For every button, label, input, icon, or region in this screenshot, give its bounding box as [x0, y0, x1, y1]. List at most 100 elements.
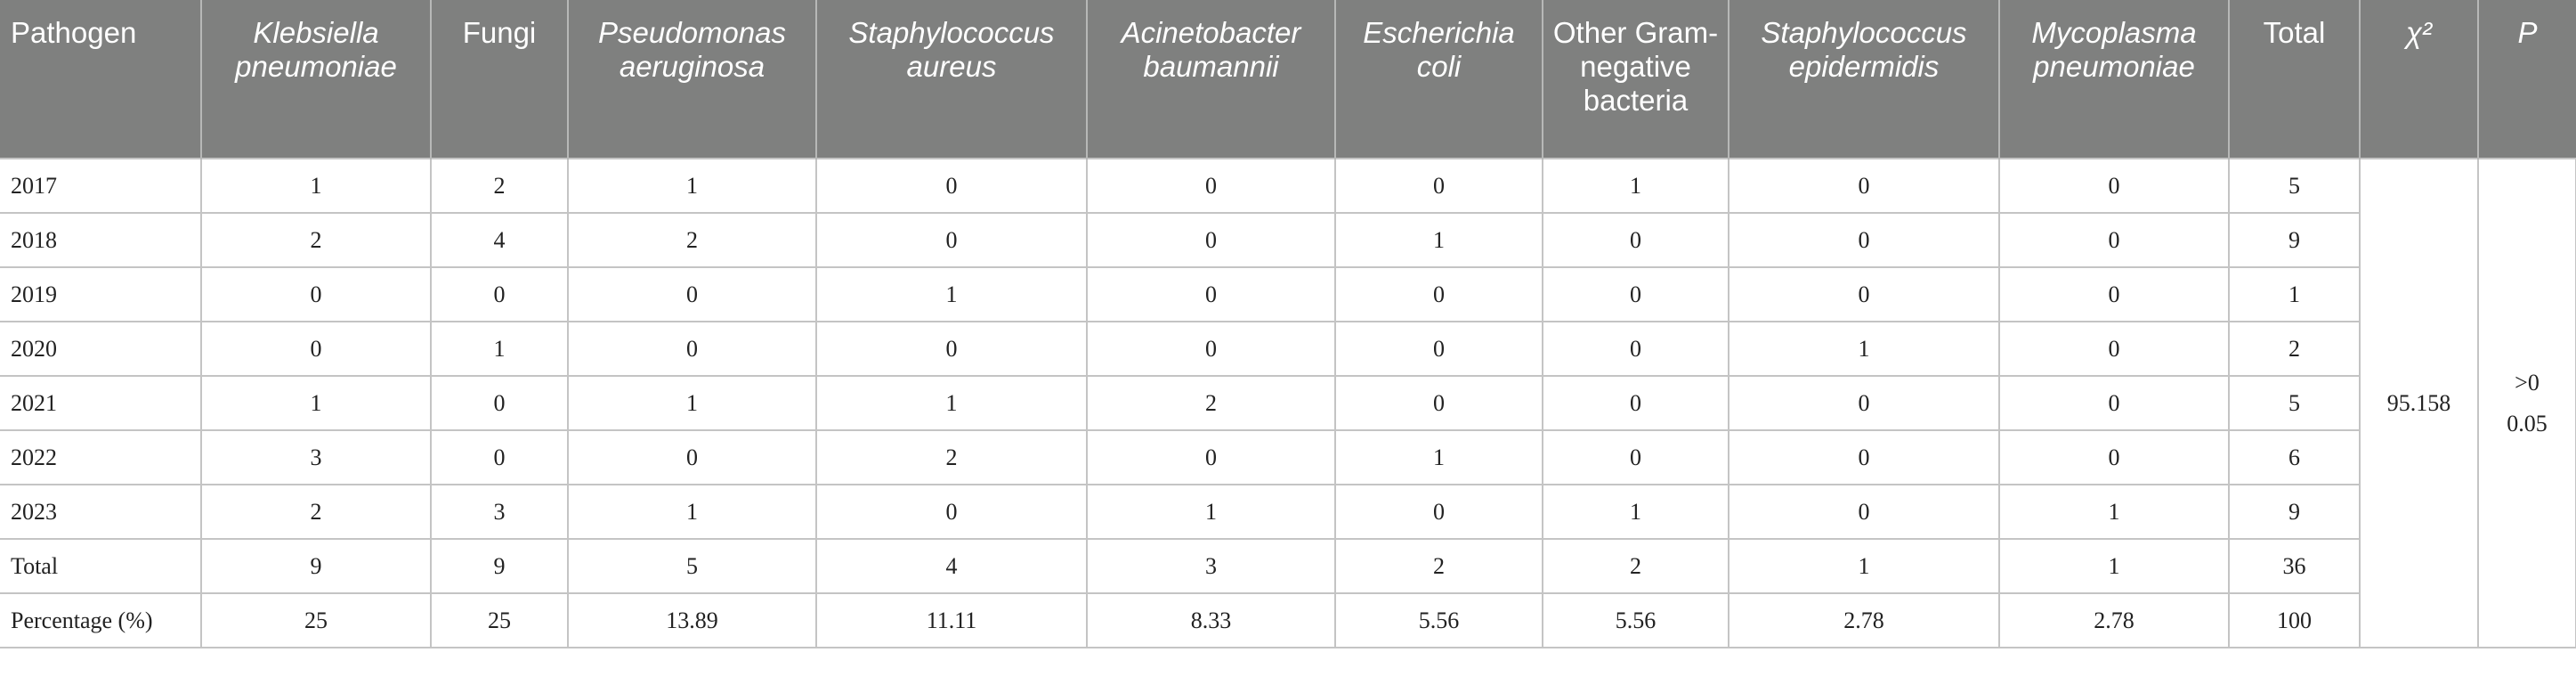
- cell-total: 36: [2229, 539, 2361, 594]
- cell-staph-aureus: 1: [816, 267, 1088, 322]
- cell-other-gram-negative: 0: [1543, 267, 1729, 322]
- header-total: Total: [2229, 0, 2361, 159]
- cell-acinetobacter: 0: [1087, 322, 1336, 377]
- cell-klebsiella: 0: [201, 267, 432, 322]
- cell-fungi: 0: [431, 267, 569, 322]
- table-row: 2023 2 3 1 0 1 0 1 0 1 9: [0, 485, 2576, 540]
- header-acinetobacter: Acinetobacter baumannii: [1087, 0, 1336, 159]
- row-label: 2018: [0, 213, 202, 268]
- cell-acinetobacter: 1: [1087, 485, 1336, 540]
- header-chi2: χ²: [2360, 0, 2479, 159]
- cell-staph-epidermidis: 1: [1729, 539, 2000, 594]
- cell-total: 1: [2229, 267, 2361, 322]
- cell-staph-epidermidis: 0: [1729, 213, 2000, 268]
- cell-pseudomonas: 1: [568, 158, 817, 214]
- cell-staph-epidermidis: 0: [1729, 376, 2000, 431]
- cell-mycoplasma: 0: [1999, 322, 2230, 377]
- table-row: 2020 0 1 0 0 0 0 0 1 0 2: [0, 322, 2576, 377]
- cell-staph-aureus: 0: [816, 213, 1088, 268]
- cell-klebsiella: 2: [201, 213, 432, 268]
- cell-acinetobacter: 0: [1087, 158, 1336, 214]
- cell-staph-aureus: 0: [816, 322, 1088, 377]
- cell-pseudomonas: 2: [568, 213, 817, 268]
- cell-mycoplasma: 0: [1999, 376, 2230, 431]
- cell-staph-epidermidis: 1: [1729, 322, 2000, 377]
- cell-other-gram-negative: 2: [1543, 539, 1729, 594]
- header-ecoli: Escherichia coli: [1335, 0, 1543, 159]
- cell-fungi: 0: [431, 376, 569, 431]
- cell-staph-aureus: 0: [816, 158, 1088, 214]
- table-row: Total 9 9 5 4 3 2 2 1 1 36: [0, 539, 2576, 594]
- header-other-gram-negative: Other Gram-negative bacteria: [1543, 0, 1729, 159]
- row-label: Total: [0, 539, 202, 594]
- cell-total: 9: [2229, 485, 2361, 540]
- table-row: 2021 1 0 1 1 2 0 0 0 0 5: [0, 376, 2576, 431]
- cell-staph-epidermidis: 0: [1729, 267, 2000, 322]
- cell-acinetobacter: 0: [1087, 213, 1336, 268]
- header-pseudomonas: Pseudomonas aeruginosa: [568, 0, 817, 159]
- cell-staph-aureus: 11.11: [816, 593, 1088, 648]
- row-label: Percentage (%): [0, 593, 202, 648]
- header-klebsiella: Klebsiella pneumoniae: [201, 0, 432, 159]
- header-staph-aureus: Staphylococcus aureus: [816, 0, 1088, 159]
- cell-acinetobacter: 8.33: [1087, 593, 1336, 648]
- p-value-line1: >0: [2515, 369, 2540, 396]
- cell-acinetobacter: 0: [1087, 430, 1336, 485]
- cell-other-gram-negative: 0: [1543, 213, 1729, 268]
- cell-staph-epidermidis: 2.78: [1729, 593, 2000, 648]
- table-row: Percentage (%) 25 25 13.89 11.11 8.33 5.56 5.56…: [0, 593, 2576, 648]
- cell-ecoli: 0: [1335, 485, 1543, 540]
- pathogen-table: Pathogen Klebsiella pneumoniae Fungi Pse…: [0, 0, 2576, 648]
- table-body: 2017 1 2 1 0 0 0 1 0 0 5 95.158 >0 0.05 2018 2 4 2 0 0 1 0 0 0 9…: [0, 158, 2576, 648]
- header-fungi: Fungi: [431, 0, 569, 159]
- cell-fungi: 3: [431, 485, 569, 540]
- row-label: 2023: [0, 485, 202, 540]
- cell-acinetobacter: 3: [1087, 539, 1336, 594]
- cell-mycoplasma: 0: [1999, 267, 2230, 322]
- cell-staph-aureus: 1: [816, 376, 1088, 431]
- cell-pseudomonas: 5: [568, 539, 817, 594]
- row-label: 2019: [0, 267, 202, 322]
- cell-mycoplasma: 1: [1999, 485, 2230, 540]
- p-value: >0 0.05: [2478, 158, 2576, 648]
- cell-other-gram-negative: 5.56: [1543, 593, 1729, 648]
- cell-total: 100: [2229, 593, 2361, 648]
- cell-total: 2: [2229, 322, 2361, 377]
- cell-staph-aureus: 4: [816, 539, 1088, 594]
- cell-klebsiella: 2: [201, 485, 432, 540]
- cell-pseudomonas: 1: [568, 485, 817, 540]
- cell-total: 5: [2229, 158, 2361, 214]
- cell-staph-epidermidis: 0: [1729, 158, 2000, 214]
- cell-fungi: 25: [431, 593, 569, 648]
- cell-ecoli: 5.56: [1335, 593, 1543, 648]
- cell-klebsiella: 9: [201, 539, 432, 594]
- cell-pseudomonas: 0: [568, 267, 817, 322]
- cell-klebsiella: 3: [201, 430, 432, 485]
- cell-klebsiella: 0: [201, 322, 432, 377]
- cell-other-gram-negative: 1: [1543, 158, 1729, 214]
- cell-mycoplasma: 1: [1999, 539, 2230, 594]
- cell-ecoli: 1: [1335, 213, 1543, 268]
- cell-klebsiella: 25: [201, 593, 432, 648]
- cell-fungi: 9: [431, 539, 569, 594]
- cell-ecoli: 0: [1335, 322, 1543, 377]
- cell-ecoli: 0: [1335, 158, 1543, 214]
- cell-staph-epidermidis: 0: [1729, 485, 2000, 540]
- cell-staph-aureus: 0: [816, 485, 1088, 540]
- header-row: Pathogen Klebsiella pneumoniae Fungi Pse…: [0, 0, 2576, 159]
- cell-staph-aureus: 2: [816, 430, 1088, 485]
- cell-ecoli: 2: [1335, 539, 1543, 594]
- cell-fungi: 2: [431, 158, 569, 214]
- cell-staph-epidermidis: 0: [1729, 430, 2000, 485]
- header-p: P: [2478, 0, 2576, 159]
- cell-total: 6: [2229, 430, 2361, 485]
- cell-other-gram-negative: 0: [1543, 322, 1729, 377]
- cell-mycoplasma: 2.78: [1999, 593, 2230, 648]
- cell-other-gram-negative: 1: [1543, 485, 1729, 540]
- cell-mycoplasma: 0: [1999, 158, 2230, 214]
- table-row: 2017 1 2 1 0 0 0 1 0 0 5 95.158 >0 0.05: [0, 158, 2576, 648]
- row-label: 2022: [0, 430, 202, 485]
- cell-ecoli: 0: [1335, 267, 1543, 322]
- cell-other-gram-negative: 0: [1543, 430, 1729, 485]
- table-row: 2019 0 0 0 1 0 0 0 0 0 1: [0, 267, 2576, 322]
